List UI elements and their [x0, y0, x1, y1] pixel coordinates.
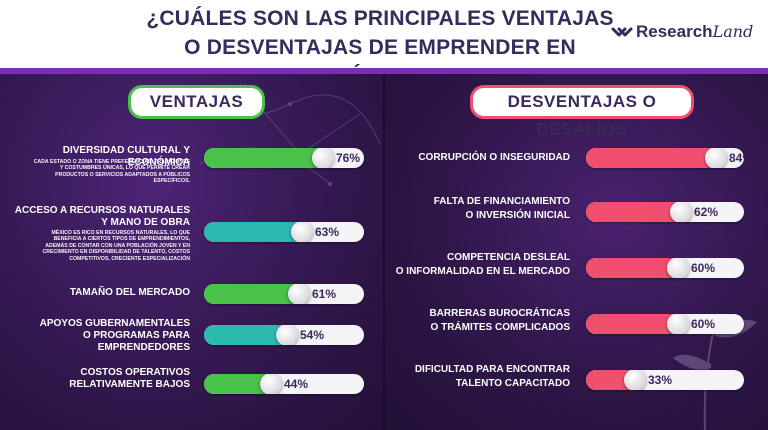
ventaja-label-line1: APOYOS GUBERNAMENTALES [39, 318, 190, 329]
ventaja-bar-knob [291, 222, 313, 242]
desventaja-label-line2: O INVERSIÓN INICIAL [465, 210, 570, 221]
desventaja-bar-fill [586, 148, 719, 168]
desventaja-bar-knob [667, 314, 689, 334]
ventaja-bar-track: 44% [204, 374, 364, 394]
ventajas-heading: VENTAJAS [128, 85, 265, 119]
researchland-logo: ResearchLand [610, 18, 760, 48]
desventaja-bar-value-label: 84% [729, 151, 744, 165]
desventaja-bar-value-label: 33% [648, 373, 673, 387]
ventaja-bar-value-label: 61% [312, 287, 337, 301]
ventaja-bar-track: 54% [204, 325, 364, 345]
ventaja-label-line2: O PROGRAMAS PARA EMPRENDEDORES [82, 330, 190, 353]
desventaja-label-line1: COMPETENCIA DESLEAL [447, 252, 570, 263]
ventaja-bar-fill [204, 222, 305, 242]
desventaja-label-line2: TALENTO CAPACITADO [455, 378, 570, 389]
title-line-1: ¿CUÁLES SON LAS PRINCIPALES VENTAJAS [146, 7, 614, 30]
ventaja-bar-value-label: 54% [300, 328, 325, 342]
desventajas-heading: DESVENTAJAS O DESAFÍOS [470, 85, 694, 139]
logo-script: Land [712, 22, 754, 41]
ventaja-bar-track: 61% [204, 284, 364, 304]
ventaja-bar-track: 63% [204, 222, 364, 242]
ventaja-bar-value-label: 44% [284, 377, 309, 391]
ventaja-label-line2: RELATIVAMENTE BAJOS [69, 379, 190, 390]
desventaja-bar-knob [667, 258, 689, 278]
panel-divider [383, 74, 385, 430]
desventaja-bar-track: 33% [586, 370, 744, 390]
ventaja-label-line1: TAMAÑO DEL MERCADO [69, 287, 190, 298]
ventaja-bar-value-label: 76% [336, 151, 361, 165]
desventaja-bar-fill [586, 258, 681, 278]
desventaja-bar-value-label: 60% [691, 261, 716, 275]
ventajas-panel [0, 74, 383, 430]
desventaja-bar-knob [670, 202, 692, 222]
ventaja-description: CADA ESTADO O ZONA TIENE PREFERENCIAS, T… [33, 159, 190, 185]
ventaja-bar-knob [276, 325, 298, 345]
desventaja-bar-knob [705, 148, 727, 168]
desventaja-label-line2: O TRÁMITES COMPLICADOS [430, 322, 570, 333]
accent-strip [0, 68, 768, 74]
desventaja-bar-track: 62% [586, 202, 744, 222]
desventaja-label-line1: FALTA DE FINANCIAMIENTO [433, 196, 570, 207]
ventaja-bar-fill [204, 374, 274, 394]
header: ¿CUÁLES SON LAS PRINCIPALES VENTAJAS O D… [0, 0, 768, 88]
ventaja-bar-fill [204, 148, 326, 168]
desventaja-label-line1: DIFICULTAD PARA ENCONTRAR [414, 364, 570, 375]
ventaja-bar-knob [260, 374, 282, 394]
desventaja-bar-track: 60% [586, 314, 744, 334]
desventaja-bar-fill [586, 202, 684, 222]
desventaja-label-line1: BARRERAS BUROCRÁTICAS [429, 308, 570, 319]
desventaja-bar-track: 84% [586, 148, 744, 168]
desventaja-bar-knob [624, 370, 646, 390]
desventaja-label-line2: O INFORMALIDAD EN EL MERCADO [395, 266, 570, 277]
ventaja-bar-knob [312, 148, 334, 168]
ventaja-bar-value-label: 63% [315, 225, 340, 239]
ventaja-label-line2: Y MANO DE OBRA [101, 217, 190, 228]
logo-text: Research [636, 22, 713, 41]
ventaja-label-line1: DIVERSIDAD CULTURAL Y ECONÓMICA [62, 145, 190, 168]
ventaja-description: MÉXICO ES RICO EN RECURSOS NATURALES, LO… [42, 230, 190, 262]
logo-chevron-icon [611, 27, 633, 37]
ventaja-bar-track: 76% [204, 148, 364, 168]
desventaja-bar-fill [586, 314, 681, 334]
ventaja-bar-fill [204, 284, 302, 304]
desventaja-bar-track: 60% [586, 258, 744, 278]
desventaja-label-line1: CORRUPCIÓN O INSEGURIDAD [418, 152, 570, 163]
ventaja-label-line1: ACCESO A RECURSOS NATURALES [14, 205, 190, 216]
ventaja-bar-knob [288, 284, 310, 304]
desventaja-bar-value-label: 62% [694, 205, 719, 219]
ventaja-bar-fill [204, 325, 290, 345]
ventaja-label-line1: COSTOS OPERATIVOS [80, 367, 190, 378]
desventaja-bar-value-label: 60% [691, 317, 716, 331]
